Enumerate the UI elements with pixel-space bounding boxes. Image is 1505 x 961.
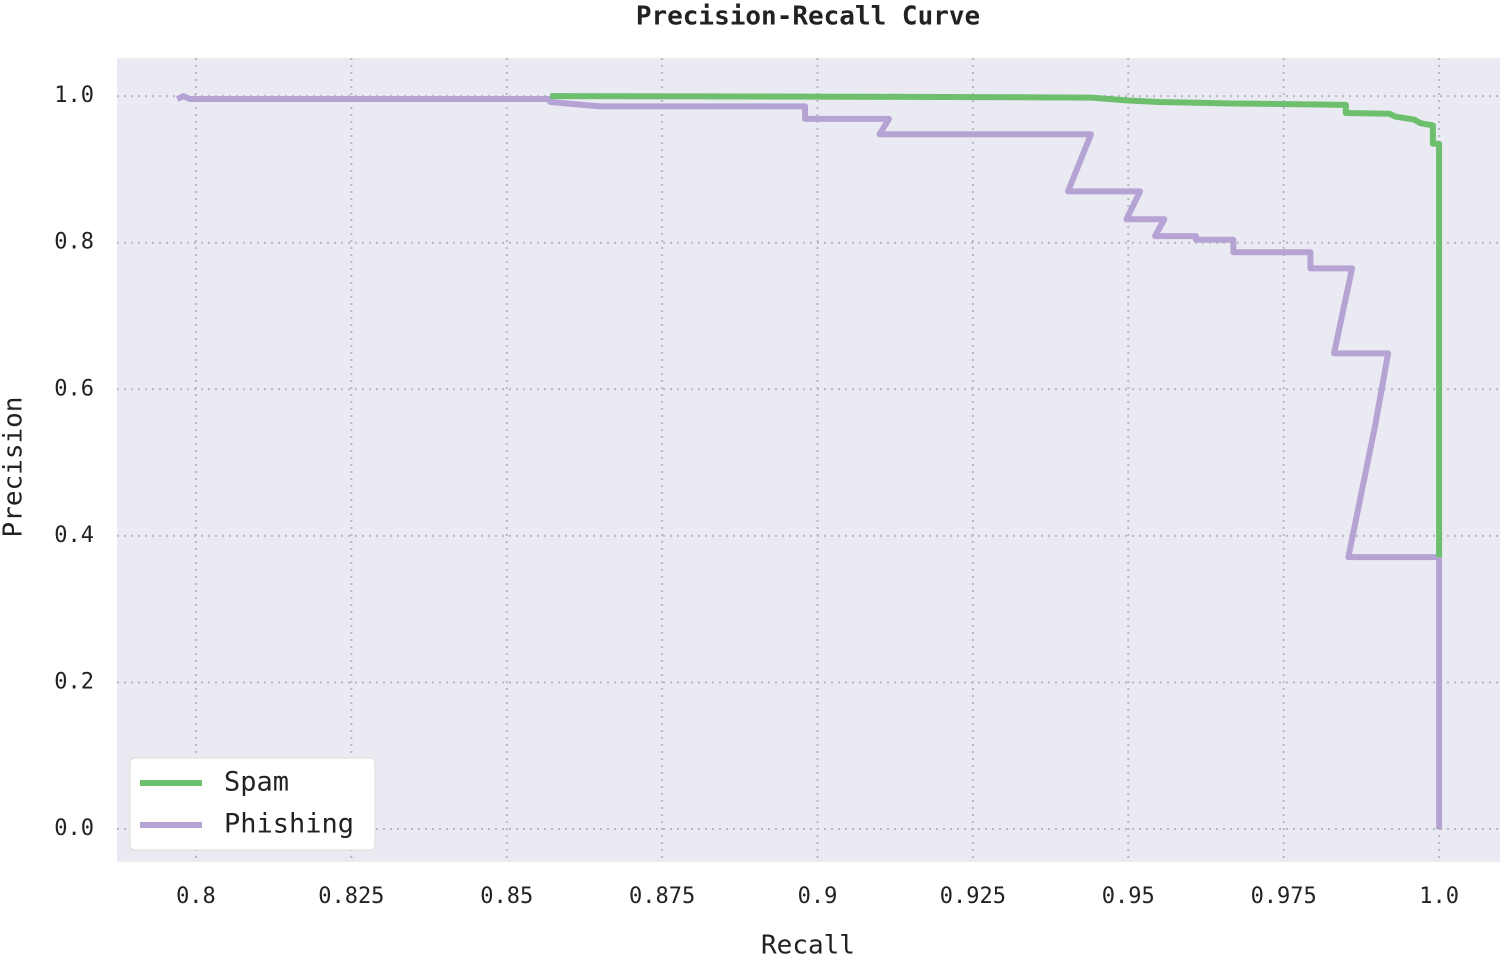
y-axis-label: Precision [0,397,29,538]
chart-title: Precision-Recall Curve [636,2,980,32]
plot-area [117,58,1500,862]
x-tick-label: 0.8 [176,884,216,909]
x-axis-label: Recall [761,931,855,961]
x-tick-label: 0.925 [940,884,1006,909]
y-tick-label: 0.4 [54,523,94,548]
y-tick-label: 0.8 [54,230,94,255]
x-tick-label: 0.825 [318,884,384,909]
y-tick-label: 0.0 [54,816,94,841]
y-tick-label: 0.6 [54,376,94,401]
legend-label: Phishing [224,809,354,840]
y-tick-label: 0.2 [54,669,94,694]
y-tick-label: 1.0 [54,83,94,108]
x-tick-label: 0.875 [629,884,695,909]
x-tick-label: 1.0 [1419,884,1459,909]
x-tick-label: 0.9 [798,884,838,909]
x-tick-label: 0.85 [480,884,533,909]
legend: Spam Phishing [129,757,376,851]
line [550,93,1443,558]
x-tick-label: 0.975 [1251,884,1317,909]
legend-label: Spam [224,767,289,798]
line [176,93,1443,830]
x-tick-label: 0.95 [1102,884,1155,909]
